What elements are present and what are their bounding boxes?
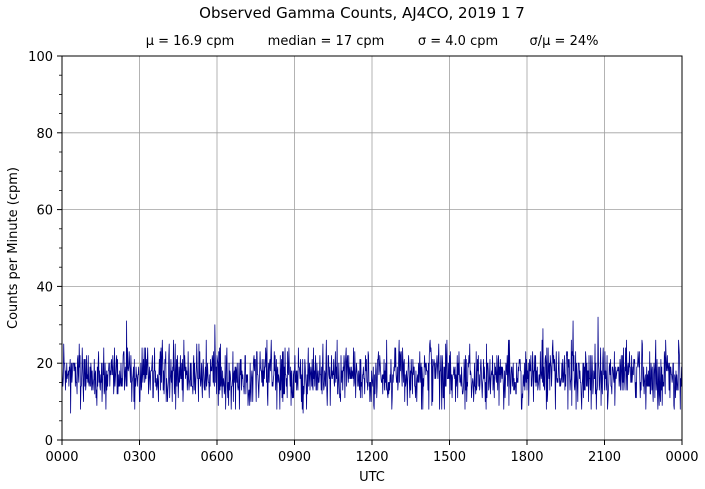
stat-ratio: σ/μ = 24% [530,34,599,49]
x-tick-label: 0000 [45,450,78,465]
y-tick-label: 100 [28,50,53,65]
count-series-line [61,316,683,414]
x-tick-label: 0000 [665,450,698,465]
stat-median: median = 17 cpm [268,34,385,49]
x-tick-label: 1800 [510,450,543,465]
axis-ticks: 0000 0300 0600 0900 1200 1500 1800 2100 00000204… [28,50,698,465]
x-tick-label: 0300 [123,450,156,465]
x-tick-label: 1500 [433,450,466,465]
series-group [61,316,683,414]
y-axis-label: Counts per Minute (cpm) [6,167,21,329]
x-tick-label: 2100 [588,450,621,465]
x-tick-label: 0900 [278,450,311,465]
stat-mean: μ = 16.9 cpm [146,34,235,49]
chart-title: Observed Gamma Counts, AJ4CO, 2019 1 7 [199,4,525,22]
y-tick-label: 0 [45,434,53,449]
y-tick-label: 40 [36,280,53,295]
stat-sigma: σ = 4.0 cpm [418,34,498,49]
y-tick-label: 60 [36,204,53,219]
y-tick-label: 20 [36,357,53,372]
x-tick-label: 1200 [355,450,388,465]
grid-lines [62,56,682,440]
y-tick-label: 80 [36,127,53,142]
x-axis-label: UTC [359,470,385,485]
x-tick-label: 0600 [200,450,233,465]
